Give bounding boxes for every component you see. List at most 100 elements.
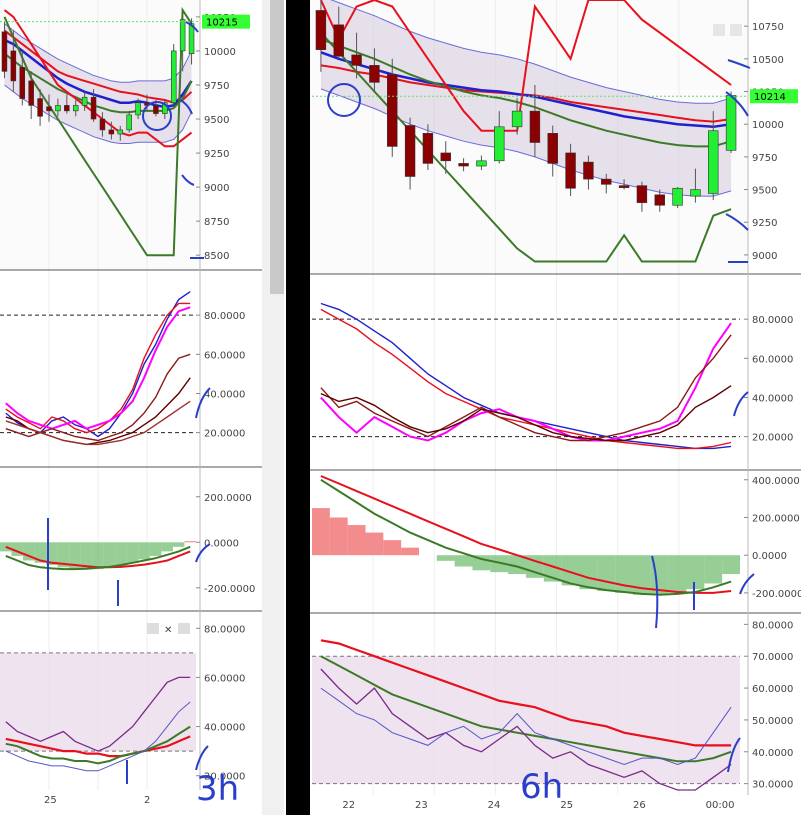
candle: [19, 66, 26, 99]
histogram-bar: [454, 555, 473, 567]
axis-tick-label: 10000: [752, 120, 784, 131]
highlight-circle: [142, 101, 172, 131]
right-axes: 10750105001025010000975095009250900080.0…: [312, 22, 801, 811]
axis-tick-label: 40.0000: [204, 389, 245, 400]
histogram-bar: [138, 542, 150, 560]
candle: [636, 185, 648, 203]
oscillator-line: [320, 334, 732, 442]
axis-tick-label: 8750: [204, 217, 229, 228]
axis-tick-label: 10500: [752, 55, 784, 66]
highlight-circle: [327, 83, 361, 117]
candle: [37, 98, 43, 117]
axis-tick-label: 9750: [204, 81, 229, 92]
right-macd-pane: [312, 475, 740, 596]
candle: [654, 194, 665, 206]
rsi-line: [5, 701, 191, 772]
rsi-zone: [312, 656, 740, 784]
histogram-bar: [329, 517, 348, 556]
x-tick-label: 00:00: [706, 800, 735, 811]
axis-tick-label: 8500: [204, 251, 229, 262]
axis-tick-label: 9250: [204, 149, 229, 160]
histogram-bar: [126, 542, 139, 563]
histogram-bar: [23, 542, 35, 561]
histogram-bar: [34, 542, 47, 563]
candle: [117, 129, 124, 135]
candle: [153, 105, 159, 114]
indicator-line: [3, 29, 193, 104]
axis-tick-label: 50.0000: [752, 716, 793, 727]
price-tag: [750, 89, 798, 104]
axis-tick-label: 400.0000: [752, 476, 800, 487]
left-price-plot-bg: [0, 0, 200, 270]
x-tick-label: 26: [633, 800, 646, 811]
candle: [565, 152, 576, 189]
axis-tick-label: 80.0000: [204, 311, 245, 322]
axis-tick-label: 20.0000: [204, 429, 245, 440]
histogram-bar: [57, 542, 70, 568]
histogram-bar: [92, 542, 104, 570]
candle: [188, 23, 195, 54]
timeframe-note: 6h: [520, 767, 563, 807]
rsi-line: [320, 668, 732, 791]
right-chart-window: 10750105001025010000975095009250900080.0…: [310, 0, 801, 815]
price-tag-label: 10214: [754, 92, 786, 103]
band-upper-line: [330, 0, 732, 104]
candle: [618, 185, 630, 188]
axis-tick-label: 200.0000: [752, 513, 800, 524]
axis-tick-label: 70.0000: [752, 652, 793, 663]
candle: [10, 50, 17, 82]
indicator-line: [3, 38, 193, 109]
box-icon[interactable]: [713, 24, 725, 36]
box-icon[interactable]: [147, 623, 159, 634]
left-macd-pane: [0, 541, 196, 571]
histogram-bar: [686, 555, 705, 590]
left-chart-window: 102501000097509500925090008750850080.000…: [0, 0, 262, 815]
histogram-bar: [526, 555, 544, 578]
axis-tick-label: 9750: [752, 153, 777, 164]
oscillator-line: [5, 353, 191, 442]
rsi-line: [5, 725, 191, 765]
axis-tick-label: 80.0000: [752, 315, 793, 326]
candle: [351, 54, 362, 66]
candle: [672, 187, 683, 206]
histogram-bar: [172, 542, 185, 547]
candle: [476, 160, 487, 167]
candle: [72, 105, 79, 112]
arrow-annotation: [733, 391, 749, 417]
indicator-line: [320, 51, 732, 129]
macd-line: [5, 545, 191, 571]
indicator-line: [320, 38, 732, 148]
candle: [511, 110, 523, 128]
candle: [601, 178, 612, 185]
box-icon[interactable]: [178, 623, 190, 634]
timeframe-note: 3h: [196, 769, 239, 809]
arrow-annotation: [181, 174, 195, 186]
histogram-bar: [312, 508, 330, 556]
indicator-line: [3, 6, 193, 257]
histogram-bar: [722, 555, 740, 575]
left-rsi-pane: [0, 652, 196, 772]
axis-tick-label: 40.0000: [204, 723, 245, 734]
candle: [494, 126, 505, 162]
axis-tick-label: 60.0000: [752, 684, 793, 695]
marker-annotation: [651, 555, 659, 629]
oscillator-line: [320, 385, 732, 442]
candle: [1, 31, 8, 72]
axis-tick-label: 0.0000: [204, 538, 239, 549]
candle: [170, 50, 177, 103]
scrollbar-thumb[interactable]: [270, 0, 284, 294]
annotations: 3h 6h: [47, 21, 755, 809]
candle: [333, 24, 344, 57]
histogram-bar: [561, 555, 580, 586]
arrow-annotation: [725, 91, 749, 117]
histogram-bar: [80, 542, 93, 570]
histogram-bar: [347, 525, 366, 556]
histogram-bar: [184, 541, 196, 543]
histogram-bar: [115, 542, 127, 566]
box-icon[interactable]: [730, 24, 742, 36]
close-icon[interactable]: ✕: [164, 625, 172, 636]
candle: [46, 106, 52, 112]
histogram-bar: [383, 540, 402, 556]
arrow-annotation: [195, 543, 211, 563]
axis-tick-label: 60.0000: [204, 350, 245, 361]
